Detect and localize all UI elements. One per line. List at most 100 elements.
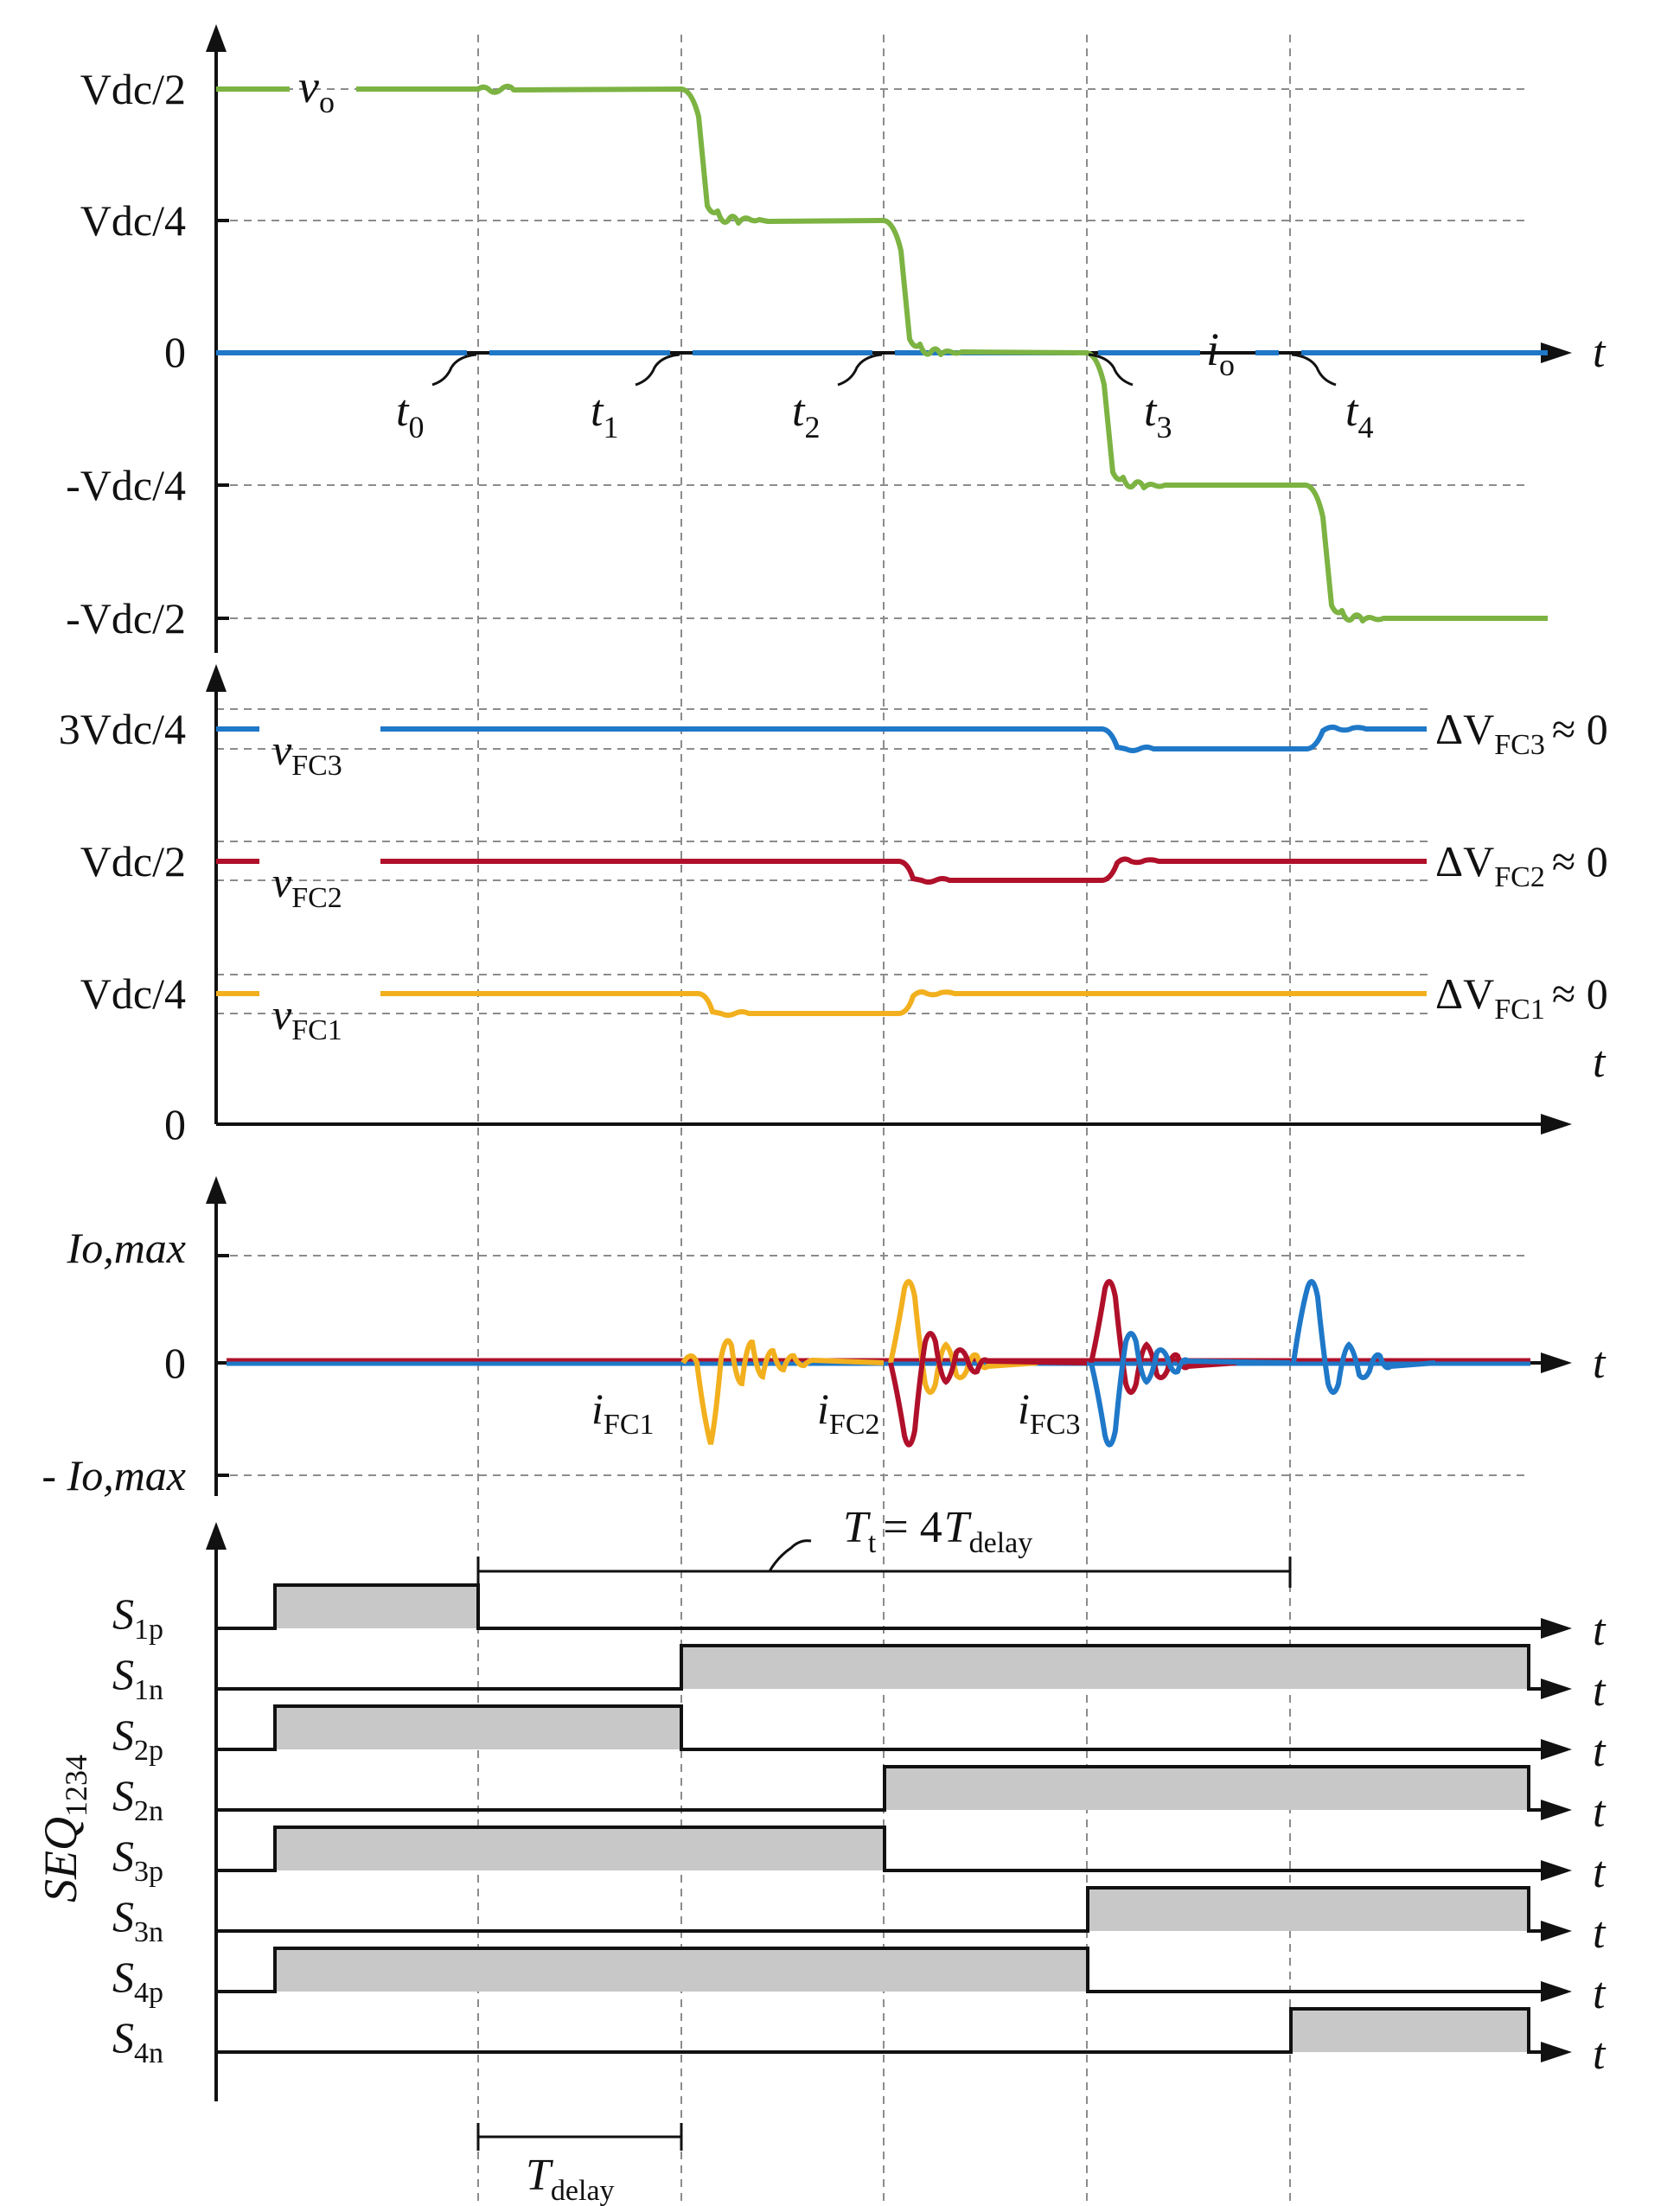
gate-signal-s3p: [216, 1826, 1548, 1872]
ytick-3vdc-quarter: 3Vdc/4: [59, 705, 186, 753]
ytick-zero-3: 0: [164, 1339, 186, 1387]
panel3-ytick-labels: Io,max 0 - Io,max: [42, 1224, 186, 1499]
label-s4n: S4n: [112, 2013, 163, 2069]
gate-pulse-s3n: [1088, 1888, 1529, 1931]
panel-output-voltage: Vdc/2 Vdc/4 0 -Vdc/4 -Vdc/2 vo io t: [66, 24, 1607, 653]
time-label-s3p: t: [1593, 1848, 1607, 1897]
ytick-vdc-quarter-2: Vdc/4: [80, 969, 186, 1018]
label-s1p: S1p: [112, 1589, 163, 1646]
gate-signal-s3n: [216, 1886, 1548, 1933]
ytick-vdc-half: Vdc/2: [80, 65, 186, 113]
ytick-vdc-half-2: Vdc/2: [80, 837, 186, 886]
gate-pulse-s2p: [275, 1706, 681, 1749]
time-arrow-s4p: [1541, 1981, 1572, 2002]
io-label: io: [1206, 323, 1235, 382]
ifc3-trace: [1089, 1279, 1436, 1448]
svg-text:io: io: [1206, 323, 1235, 382]
time-arrow-s1p: [1541, 1618, 1572, 1639]
vo-label: vo: [298, 61, 335, 119]
io-label-sub: o: [1219, 348, 1235, 382]
tt-bracket: [476, 1539, 1292, 1588]
gate-pulse-s3p: [275, 1827, 885, 1870]
label-t0: t0: [396, 387, 424, 444]
label-s4p: S4p: [112, 1953, 163, 2009]
vfc1-trace: [216, 989, 1427, 1018]
gate-signal-s2n: [216, 1765, 1548, 1812]
label-ifc1: iFC1: [591, 1384, 655, 1441]
time-arrow-s3p: [1541, 1860, 1572, 1881]
time-label-s4n: t: [1593, 2030, 1607, 2079]
label-s3n: S3n: [112, 1892, 163, 1948]
ytick-neg-vdc-quarter: -Vdc/4: [66, 461, 186, 509]
time-arrow-s2p: [1541, 1739, 1572, 1760]
time-label-s2p: t: [1593, 1727, 1607, 1776]
vo-label-sub: o: [319, 85, 335, 119]
gate-signal-s1p: [216, 1583, 1548, 1630]
svg-text:vo: vo: [298, 61, 335, 119]
panel3-time-axis-label: t: [1593, 1339, 1607, 1388]
label-t4: t4: [1345, 387, 1373, 444]
label-s2n: S2n: [112, 1771, 163, 1827]
time-label-s1p: t: [1593, 1606, 1607, 1655]
label-t1: t1: [591, 387, 618, 444]
gate-pulse-s2n: [885, 1767, 1529, 1810]
gate-pulse-s1n: [681, 1646, 1529, 1689]
time-label-s1n: t: [1593, 1666, 1607, 1716]
time-arrow-s2n: [1541, 1800, 1572, 1820]
ytick-zero: 0: [164, 328, 186, 376]
io-label-base: i: [1206, 323, 1219, 375]
instant-gridlines: [477, 35, 1291, 2201]
time-label-s4p: t: [1593, 1969, 1607, 2018]
vfc3-trace: [216, 724, 1427, 753]
time-label-s2n: t: [1593, 1787, 1607, 1837]
panel2-time-axis-label: t: [1593, 1038, 1607, 1087]
vo-trace: [216, 83, 1548, 623]
switch-labels: S1p S1n S2p S2n S3p S3n S4p S4n: [112, 1589, 163, 2069]
label-t3: t3: [1144, 387, 1172, 444]
vfc-labels: vFC3 vFC2 vFC1: [272, 726, 342, 1046]
instant-labels: t0 t1 t2 t3 t4: [396, 387, 1373, 444]
gate-signal-s4p: [216, 1947, 1548, 1993]
label-ifc3: iFC3: [1018, 1384, 1081, 1441]
label-s2p: S2p: [112, 1710, 163, 1767]
gate-pulse-s1p: [275, 1585, 478, 1628]
gate-signal-s2p: [216, 1704, 1548, 1751]
ytick-neg-io-max: - Io,max: [42, 1451, 186, 1499]
panel1-ytick-labels: Vdc/2 Vdc/4 0 -Vdc/4 -Vdc/2: [66, 65, 186, 643]
panel-flying-capacitor-currents: Io,max 0 - Io,max iFC1 iFC2 iFC3 t: [42, 1176, 1607, 1499]
gate-pulse-s4p: [275, 1948, 1088, 1992]
tt-label: Tt = 4Tdelay: [843, 1503, 1032, 1559]
label-vfc2: vFC2: [272, 858, 342, 914]
label-delta-vfc1: ΔVFC1 ≈ 0: [1435, 969, 1608, 1026]
ytick-vdc-quarter: Vdc/4: [80, 196, 186, 245]
delta-vfc-labels: ΔVFC3 ≈ 0 ΔVFC2 ≈ 0 ΔVFC1 ≈ 0: [1435, 705, 1608, 1026]
tdelay-bracket: [476, 2123, 683, 2151]
panel1-time-axis-label: t: [1593, 328, 1607, 377]
ytick-io-max: Io,max: [67, 1224, 186, 1272]
time-arrow-s4n: [1541, 2042, 1572, 2062]
vfc2-trace: [216, 856, 1427, 885]
label-s3p: S3p: [112, 1832, 163, 1888]
time-arrow-s3n: [1541, 1921, 1572, 1941]
gate-signal-s4n: [216, 2007, 1548, 2054]
switch-rows: [216, 1583, 1572, 2062]
time-arrow-s1n: [1541, 1678, 1572, 1699]
ifc-labels: iFC1 iFC2 iFC3: [591, 1384, 1081, 1441]
panel2-ytick-labels: 3Vdc/4 Vdc/2 Vdc/4 0: [59, 705, 186, 1148]
gate-pulse-s4n: [1291, 2009, 1529, 2052]
label-delta-vfc2: ΔVFC2 ≈ 0: [1435, 837, 1608, 893]
ytick-neg-vdc-half: -Vdc/2: [66, 594, 186, 643]
panel-gate-signals: Tt = 4Tdelay S1p S1n S2p S2n S3p S3n S4p …: [35, 1503, 1607, 2206]
instant-leaders: [431, 353, 1337, 387]
label-vfc1: vFC1: [272, 990, 342, 1046]
vo-label-base: v: [298, 61, 319, 112]
label-t2: t2: [792, 387, 820, 444]
label-ifc2: iFC2: [817, 1384, 880, 1441]
label-s1n: S1n: [112, 1650, 163, 1706]
switch-time-labels: t t t t t t t t: [1593, 1606, 1607, 2079]
ytick-zero-2: 0: [164, 1100, 186, 1148]
time-label-s3n: t: [1593, 1909, 1607, 1958]
sequence-label: SEQ1234: [35, 1755, 93, 1902]
label-delta-vfc3: ΔVFC3 ≈ 0: [1435, 705, 1608, 761]
